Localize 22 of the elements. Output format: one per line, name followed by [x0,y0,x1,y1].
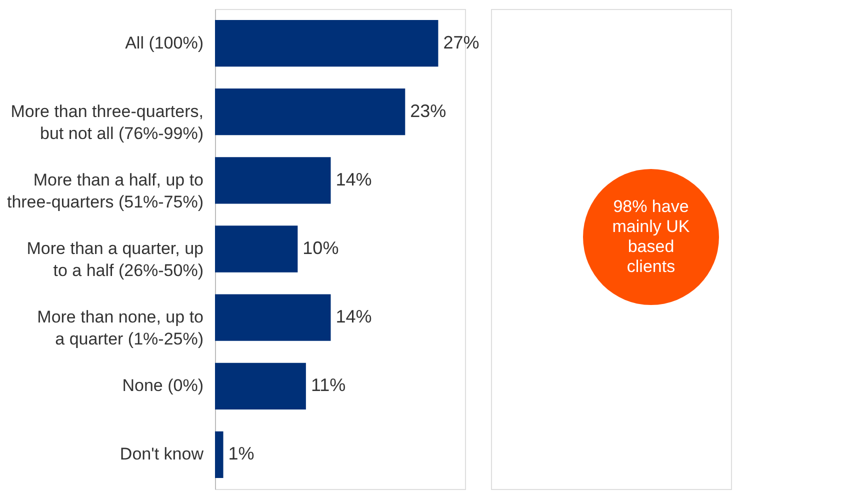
data-label: 14% [336,169,372,190]
bar [215,157,331,204]
text: 98% have mainly UK based clients [612,197,690,276]
data-label: 14% [336,306,372,327]
data-label: 11% [310,375,346,396]
y-tick-label: More than three-quarters, but not all (76%-99%) [10,102,204,143]
y-tick-label: None (0%) [122,376,204,396]
bar [215,294,331,341]
bar [215,20,438,67]
data-label: 23% [410,100,446,121]
bar [215,431,224,478]
data-label: 10% [302,238,339,258]
y-tick-label: More than none, up to a quarter (1%-25%) [37,308,204,349]
y-tick-label: More than a quarter, up to a half (26%-50%) [26,239,204,280]
y-tick-label: Don't know [120,444,204,464]
y-tick-label: More than a half, up to three-quarters (51%-75%) [6,170,204,212]
bar [215,226,298,272]
y-tick-label: All (100%) [125,33,204,52]
bar [215,362,306,410]
bar [215,88,406,136]
data-label: 27% [443,32,480,52]
data-label: 1% [228,444,254,464]
